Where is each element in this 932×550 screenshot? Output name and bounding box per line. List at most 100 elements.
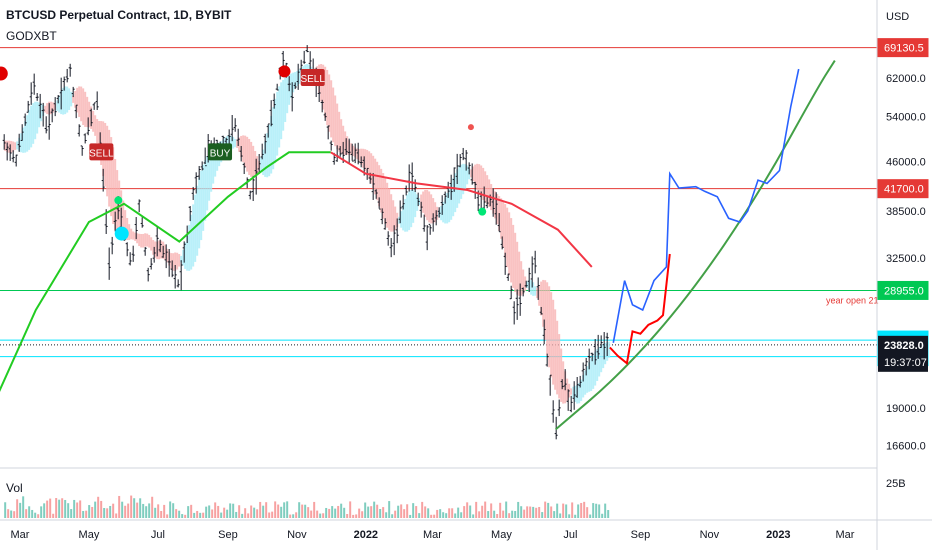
cloud-band-slice xyxy=(446,192,449,224)
volume-bar xyxy=(154,507,157,518)
volume-label[interactable]: Vol xyxy=(6,481,23,495)
cloud-band-slice xyxy=(520,261,523,296)
cloud-band-slice xyxy=(404,198,407,232)
cloud-band-slice xyxy=(252,145,255,178)
cloud-band-slice xyxy=(34,101,37,140)
cloud-band-slice xyxy=(412,189,415,223)
cloud-band-slice xyxy=(486,175,489,205)
volume-bar xyxy=(346,514,349,518)
growth-curve-line[interactable] xyxy=(555,60,836,431)
cloud-band-slice xyxy=(592,354,595,389)
volume-bar xyxy=(67,503,70,518)
volume-bar xyxy=(190,504,193,518)
cloud-band-slice xyxy=(196,185,199,256)
volume-bar xyxy=(508,513,511,518)
volume-bar xyxy=(586,507,589,518)
last-price-text: 23828.0 xyxy=(884,340,924,352)
cloud-band-slice xyxy=(114,159,117,231)
volume-bar xyxy=(598,504,601,518)
cloud-band-slice xyxy=(602,343,605,369)
volume-bar xyxy=(406,504,409,518)
volume-bar xyxy=(496,514,499,518)
cloud-band-slice xyxy=(148,234,151,248)
cloud-band-slice xyxy=(422,191,425,213)
cloud-band-slice xyxy=(594,351,597,386)
cloud-band-slice xyxy=(328,74,331,132)
volume-bar xyxy=(70,509,73,518)
cloud-band-slice xyxy=(472,166,475,182)
cloud-band-slice xyxy=(296,71,299,86)
cloud-band-slice xyxy=(32,103,35,144)
cloud-band-slice xyxy=(350,143,353,156)
volume-bar xyxy=(277,504,280,518)
volume-bar xyxy=(601,513,604,518)
countdown-text: 19:37:07 xyxy=(884,357,927,369)
cloud-band-slice xyxy=(522,269,525,295)
cloud-band-slice xyxy=(142,233,145,248)
cloud-band-slice xyxy=(322,64,325,110)
cloud-band-slice xyxy=(588,362,591,392)
volume-bar xyxy=(88,505,91,518)
cloud-band-slice xyxy=(98,120,101,154)
projection-blue-line[interactable] xyxy=(612,68,800,343)
projection-red-line[interactable] xyxy=(609,253,671,366)
cloud-band-slice xyxy=(536,288,539,299)
cloud-band-slice xyxy=(134,232,137,241)
y-tick-label: 54000.0 xyxy=(886,112,926,124)
cloud-band-slice xyxy=(94,115,97,136)
volume-bar xyxy=(544,501,547,518)
cloud-band-slice xyxy=(570,388,573,395)
volume-bar xyxy=(376,504,379,518)
cloud-band-slice xyxy=(474,164,477,186)
cloud-band-slice xyxy=(532,282,535,296)
volume-bar xyxy=(208,505,211,518)
volume-bar xyxy=(166,514,169,518)
cloud-band-slice xyxy=(200,170,203,241)
cloud-band-slice xyxy=(376,161,379,201)
cloud-band-slice xyxy=(518,251,521,296)
cloud-band-slice xyxy=(390,194,393,232)
volume-bar xyxy=(337,505,340,518)
cloud-band-slice xyxy=(152,240,155,255)
volume-bar xyxy=(61,498,64,518)
cloud-band-slice xyxy=(292,72,295,93)
cloud-band-slice xyxy=(264,141,267,177)
volume-bar xyxy=(316,510,319,518)
ma-long-red-line xyxy=(330,151,593,268)
cloud-band-slice xyxy=(562,361,565,404)
cloud-band-slice xyxy=(458,166,461,204)
cloud-band-slice xyxy=(540,281,543,316)
signal-dot xyxy=(114,196,123,205)
cloud-band-slice xyxy=(38,102,41,128)
volume-bar xyxy=(538,506,541,518)
volume-bar xyxy=(349,501,352,518)
price-tag-text: 69130.5 xyxy=(884,43,924,55)
volume-bar xyxy=(121,501,124,518)
cloud-band-slice xyxy=(298,69,301,84)
cloud-band-slice xyxy=(172,253,175,271)
volume-bar xyxy=(247,513,250,518)
cloud-band-slice xyxy=(254,151,257,177)
indicator-name[interactable]: GODXBT xyxy=(6,29,57,43)
cloud-band-slice xyxy=(232,136,235,149)
volume-bar xyxy=(373,501,376,518)
cloud-band-slice xyxy=(124,210,127,240)
year-open-annotation: year open 21 xyxy=(826,295,879,305)
volume-bar xyxy=(31,509,34,518)
cloud-band-slice xyxy=(434,202,437,223)
volume-bar xyxy=(340,503,343,518)
cloud-band-slice xyxy=(330,80,333,138)
signal-text: BUY xyxy=(210,148,231,159)
volume-bar xyxy=(106,508,109,518)
volume-bar xyxy=(343,507,346,518)
cloud-band-slice xyxy=(340,119,343,154)
volume-bar xyxy=(220,512,223,518)
cloud-band-slice xyxy=(416,194,419,211)
cloud-band-slice xyxy=(604,342,607,365)
x-tick-label: Jul xyxy=(151,529,165,541)
volume-bar xyxy=(409,514,412,518)
cloud-band-slice xyxy=(286,76,289,114)
volume-bar xyxy=(550,506,553,518)
volume-bar xyxy=(34,512,37,518)
cloud-band-slice xyxy=(290,73,293,98)
